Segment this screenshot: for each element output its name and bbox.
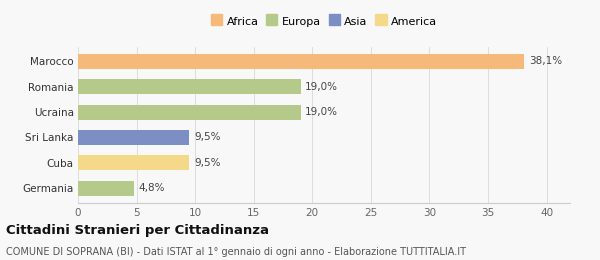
Text: 19,0%: 19,0% <box>305 107 338 117</box>
Text: 4,8%: 4,8% <box>139 183 166 193</box>
Bar <box>78 180 134 196</box>
Bar <box>78 54 524 69</box>
Bar <box>78 155 189 170</box>
Text: 19,0%: 19,0% <box>305 82 338 92</box>
Text: 38,1%: 38,1% <box>529 56 562 67</box>
Text: 9,5%: 9,5% <box>194 158 220 168</box>
Text: Cittadini Stranieri per Cittadinanza: Cittadini Stranieri per Cittadinanza <box>6 224 269 237</box>
Bar <box>78 79 301 94</box>
Text: COMUNE DI SOPRANA (BI) - Dati ISTAT al 1° gennaio di ogni anno - Elaborazione TU: COMUNE DI SOPRANA (BI) - Dati ISTAT al 1… <box>6 247 466 257</box>
Text: 9,5%: 9,5% <box>194 132 220 142</box>
Bar <box>78 130 189 145</box>
Legend: Africa, Europa, Asia, America: Africa, Europa, Asia, America <box>209 14 439 29</box>
Bar <box>78 105 301 120</box>
